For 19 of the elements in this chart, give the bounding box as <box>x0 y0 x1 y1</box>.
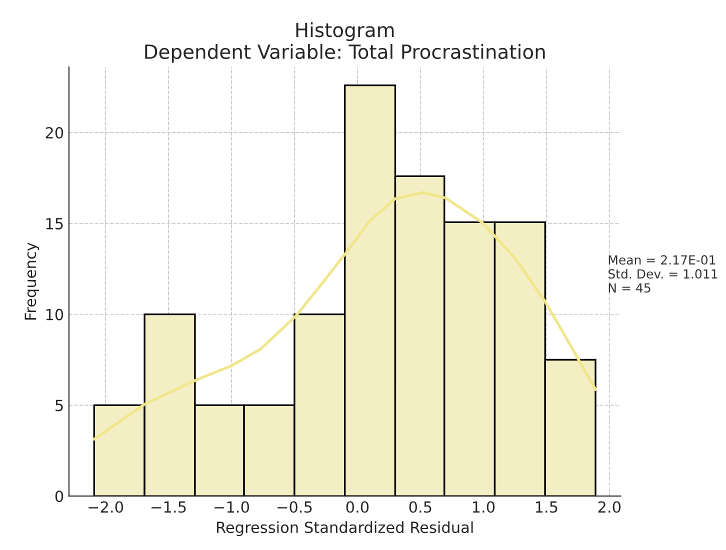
y-tick-label: 5 <box>56 400 63 412</box>
x-tick-label: −1.5 <box>152 501 186 513</box>
x-tick-label: 0.0 <box>346 501 369 513</box>
annotation: Mean = 2.17E-01 Std. Dev. = 1.011 N = 45 <box>608 255 718 293</box>
chart-title: Histogram Dependent Variable: Total Procrastination <box>145 22 545 63</box>
x-axis-title: Regression Standardized Residual <box>217 521 473 536</box>
x-tick-label: 2.0 <box>598 501 621 513</box>
line-series <box>92 191 597 441</box>
y-axis-title: Frequency <box>24 242 40 320</box>
y-tick-label: 10 <box>46 308 64 320</box>
y-tick-label: 0 <box>55 490 64 502</box>
y-tick-label: 20 <box>46 127 64 139</box>
x-tick-label: −1.0 <box>214 501 250 513</box>
x-tick-label: 0.5 <box>409 501 432 513</box>
y-tick-label: 15 <box>46 218 63 230</box>
x-tick-label: −0.5 <box>278 501 312 513</box>
x-tick-label: 1.0 <box>472 501 495 513</box>
x-tick-label: 1.5 <box>536 501 558 513</box>
x-tick-label: −2.0 <box>88 501 124 513</box>
